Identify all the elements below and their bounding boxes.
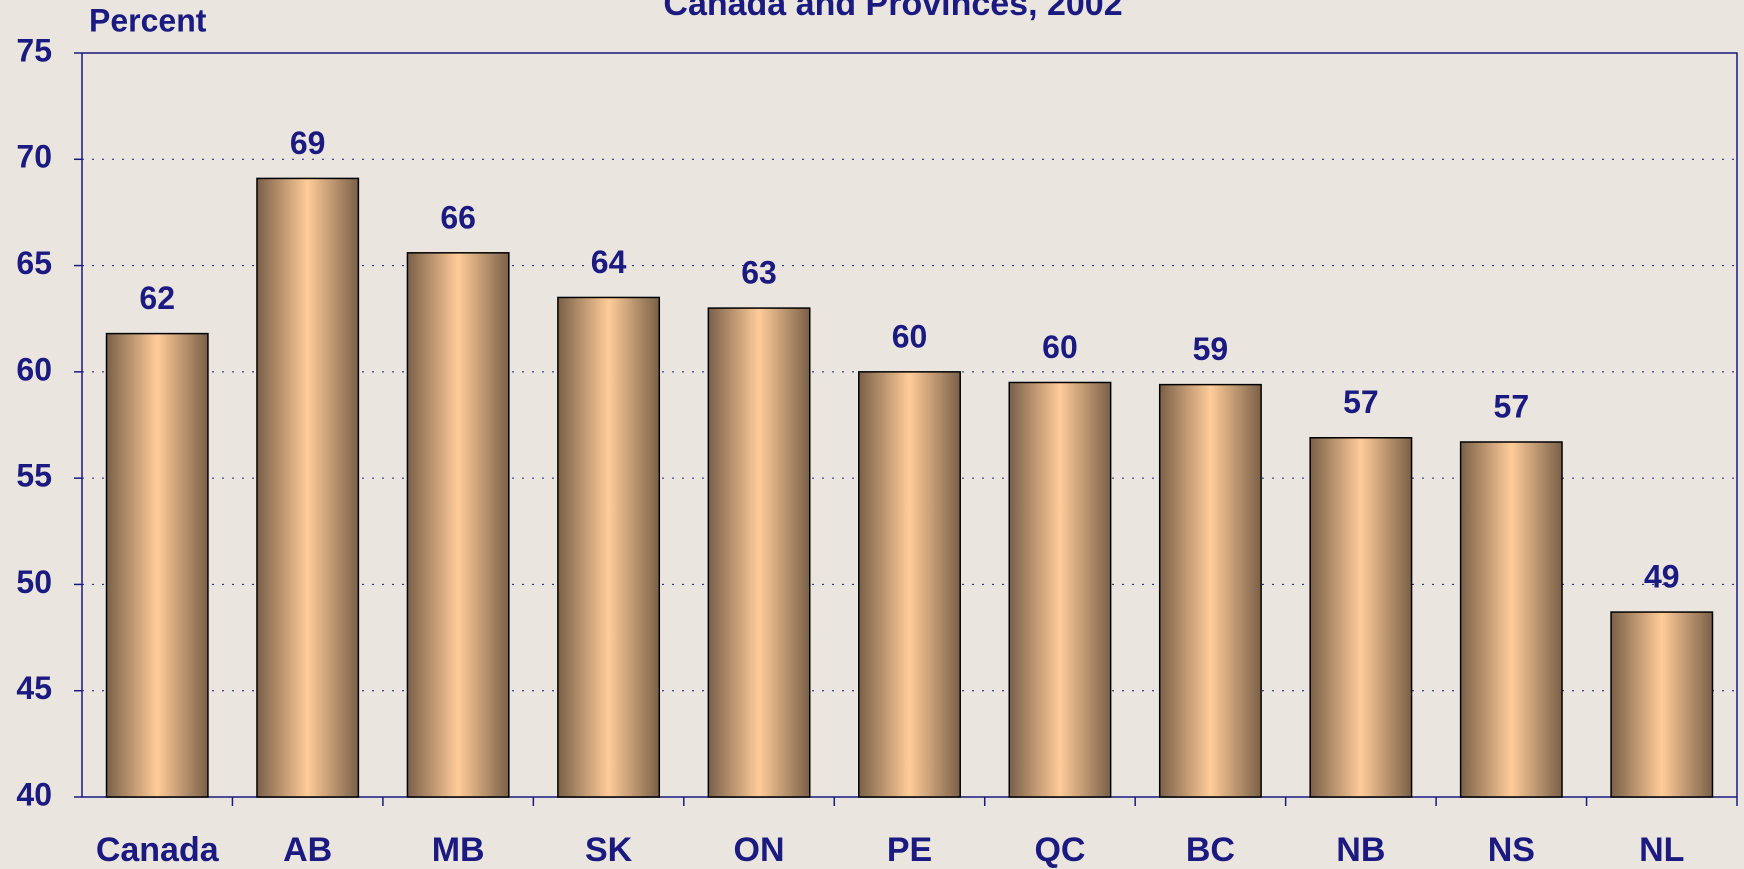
x-tick-label: MB: [432, 831, 485, 869]
bar: [858, 371, 961, 798]
bar: [1158, 383, 1262, 798]
x-tick-label: QC: [1034, 831, 1085, 869]
data-label: 60: [1042, 329, 1078, 365]
x-tick-label: Canada: [96, 831, 220, 869]
bar: [105, 332, 209, 798]
bar: [406, 252, 510, 798]
bar: [1008, 381, 1112, 798]
data-label: 62: [139, 280, 175, 316]
data-label: 64: [591, 244, 627, 280]
y-tick-label: 65: [16, 245, 52, 281]
bar: [1610, 611, 1714, 798]
data-label: 60: [892, 318, 928, 354]
x-tick-label: ON: [734, 831, 785, 869]
data-label: 59: [1193, 331, 1229, 367]
data-label: 69: [290, 125, 326, 161]
data-label: 63: [741, 255, 777, 291]
x-tick-label: BC: [1186, 831, 1235, 869]
x-tick-label: PE: [887, 831, 932, 869]
y-tick-label: 70: [16, 139, 52, 175]
data-label: 49: [1644, 559, 1680, 595]
y-tick-label: 45: [16, 670, 52, 706]
y-tick-label: 75: [16, 32, 52, 68]
y-axis-label: Percent: [89, 2, 207, 38]
x-tick-label: AB: [283, 831, 332, 869]
y-tick-label: 55: [16, 458, 52, 494]
bar: [557, 296, 661, 798]
chart-title: Canada and Provinces, 2002: [663, 0, 1122, 23]
x-tick-label: NL: [1639, 831, 1684, 869]
data-label: 57: [1494, 388, 1530, 424]
y-tick-label: 50: [16, 564, 52, 600]
data-label: 57: [1343, 384, 1379, 420]
data-label: 66: [440, 199, 476, 235]
x-tick-label: SK: [585, 831, 633, 869]
bar: [707, 307, 811, 798]
x-tick-label: NS: [1488, 831, 1535, 869]
bar: [1459, 441, 1563, 798]
x-tick-label: NB: [1336, 831, 1385, 869]
bar: [1309, 437, 1413, 798]
bar: [256, 177, 360, 798]
y-tick-label: 60: [16, 351, 52, 387]
y-tick-label: 40: [16, 776, 52, 812]
